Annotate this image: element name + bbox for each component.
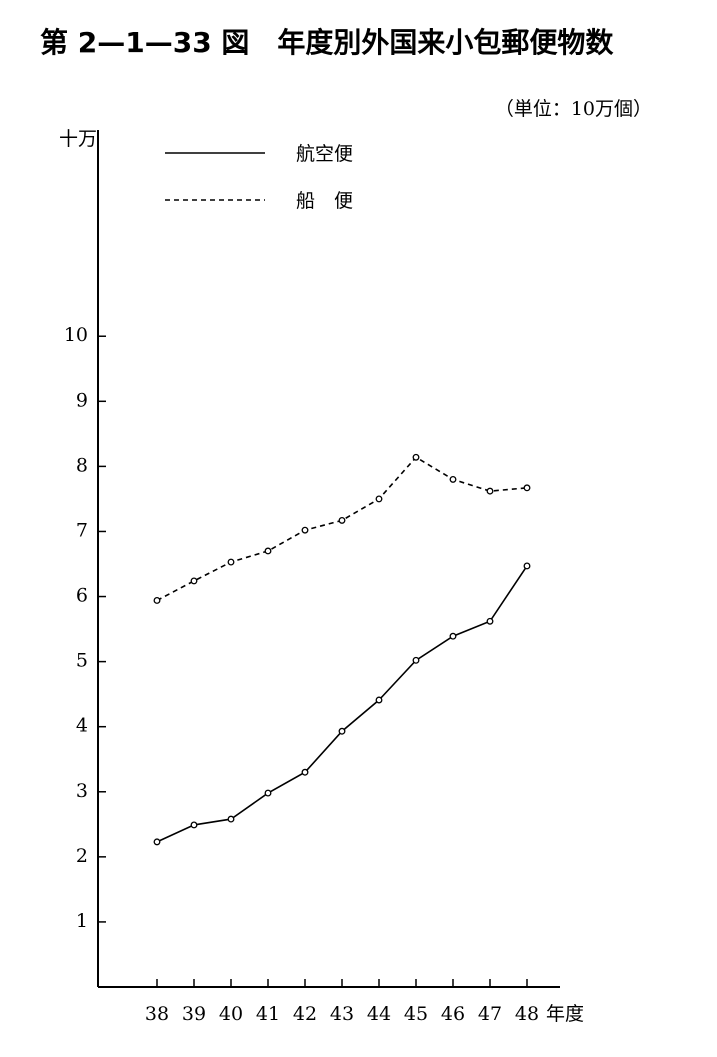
- point: [375, 696, 383, 704]
- x-tick-label: 44: [367, 1003, 391, 1025]
- point: [412, 656, 420, 664]
- point: [153, 838, 161, 846]
- y-tick-label: 1: [76, 910, 88, 932]
- y-tick-label: 7: [76, 519, 88, 541]
- y-tick-label: 5: [76, 650, 88, 672]
- point: [264, 547, 272, 555]
- point: [486, 487, 494, 495]
- y-tick-label: 2: [76, 845, 88, 867]
- series-line: [156, 456, 528, 602]
- x-tick-label: 45: [404, 1003, 428, 1025]
- y-tick-label: 3: [76, 780, 88, 802]
- point: [375, 495, 383, 503]
- point: [486, 617, 494, 625]
- point: [338, 516, 346, 524]
- x-tick-label: 38: [145, 1003, 169, 1025]
- x-tick-label: 41: [256, 1003, 280, 1025]
- point: [449, 632, 457, 640]
- x-tick-label: 46: [441, 1003, 465, 1025]
- series-line: [156, 565, 528, 843]
- y-tick-label: 10: [64, 324, 88, 346]
- y-tick-label: 4: [76, 715, 88, 737]
- point: [523, 562, 531, 570]
- point: [338, 727, 346, 735]
- y-tick-label: 6: [76, 585, 88, 607]
- point: [153, 596, 161, 604]
- point: [190, 577, 198, 585]
- x-tick-label: 39: [182, 1003, 206, 1025]
- x-tick-label: 40: [219, 1003, 243, 1025]
- point: [301, 526, 309, 534]
- x-tick-label: 48: [515, 1003, 539, 1025]
- chart-title: 第 2—1—33 図 年度別外国来小包郵便物数: [40, 26, 614, 59]
- x-tick-label: 42: [293, 1003, 317, 1025]
- point: [412, 453, 420, 461]
- point: [264, 789, 272, 797]
- x-tick-label: 43: [330, 1003, 354, 1025]
- point: [523, 484, 531, 492]
- point: [227, 815, 235, 823]
- legend-label: 航空便: [296, 143, 353, 165]
- unit-note: （単位：10万個）: [495, 98, 652, 120]
- legend-label: 船 便: [296, 190, 353, 212]
- point: [190, 821, 198, 829]
- x-tick-label: 47: [478, 1003, 502, 1025]
- y-tick-label: 8: [76, 454, 88, 476]
- point: [449, 475, 457, 483]
- point: [227, 558, 235, 566]
- point: [301, 768, 309, 776]
- x-axis-label: 年度: [546, 1003, 584, 1025]
- y-tick-label: 9: [76, 389, 88, 411]
- y-axis-label: 十万: [59, 128, 97, 150]
